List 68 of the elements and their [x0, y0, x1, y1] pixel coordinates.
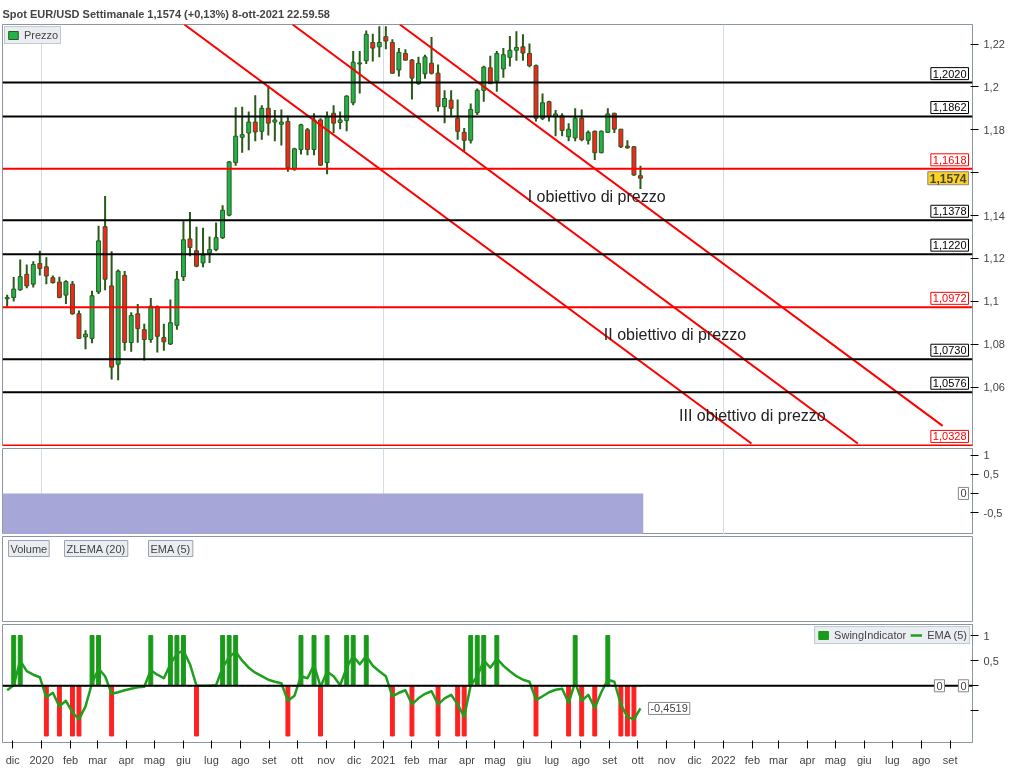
x-tick-label: feb [62, 753, 79, 766]
x-tick-label: giu [176, 753, 191, 766]
y-tick-label: 1,22 [983, 38, 1005, 51]
y-tick-label: 1,18 [983, 123, 1005, 136]
x-tick-label: mar [428, 753, 448, 766]
x-tick-label: apr [799, 753, 816, 766]
ref-line-label: 1,0972 [932, 292, 967, 305]
x-tick-label: set [942, 753, 958, 766]
x-tick-label: dic [5, 753, 21, 766]
text: EMA (5) [150, 542, 191, 555]
x-tick-label: mar [88, 753, 108, 766]
x-tick-label: ott [631, 753, 644, 766]
x-tick-label: giu [516, 753, 532, 766]
x-tick-label: set [261, 753, 277, 766]
y-tick-label: 0,5 [983, 468, 999, 481]
y-tick-label: 1,12 [983, 252, 1005, 265]
x-tick-label: feb [404, 753, 420, 766]
chart-title: Spot EUR/USD Settimanale 1,1574 (+0,13%) 8-ott-2021 22.59.58 [2, 7, 330, 20]
legend-label: SwingIndicator [834, 629, 907, 641]
x-tick-label: ago [571, 753, 590, 766]
x-tick-label: mag [824, 753, 847, 766]
ref-line-label: 1,0328 [932, 430, 967, 443]
x-tick-label: nov [317, 753, 336, 766]
y-tick-label: 1,08 [983, 338, 1005, 351]
x-tick-label: mag [143, 753, 166, 766]
y-tick-label: 1,14 [983, 209, 1005, 222]
y-tick-label: 1 [983, 629, 990, 642]
legend-label: Prezzo [24, 29, 59, 41]
y-tick-label: 1 [983, 449, 990, 462]
y-tick-label: -0,5 [983, 506, 1003, 519]
ref-line-label: 1,1378 [932, 205, 967, 218]
legend-label: EMA (5) [927, 629, 967, 641]
x-tick-label: feb [744, 753, 761, 766]
text: ZLEMA (20) [66, 542, 126, 555]
ref-line-label: 1,1220 [932, 239, 967, 252]
ref-line-label: 1,0576 [932, 377, 967, 390]
x-tick-label: apr [118, 753, 135, 766]
x-tick-label: mag [484, 753, 506, 766]
x-tick-label: 2021 [370, 753, 396, 766]
x-tick-label: ago [912, 753, 931, 766]
x-tick-label: 2022 [711, 753, 736, 766]
x-tick-label: nov [657, 753, 676, 766]
x-tick-label: ott [291, 753, 304, 766]
x-tick-label: ago [231, 753, 250, 766]
ref-line-label: 1,0730 [932, 344, 967, 357]
ref-line-label: 1,2020 [932, 67, 967, 80]
annotation: 0 [936, 679, 943, 692]
ref-line-label: 1,1862 [932, 101, 967, 114]
x-tick-label: set [602, 753, 618, 766]
y-tick-label: 0,5 [983, 654, 999, 667]
x-tick-label: mar [769, 753, 789, 766]
annotation: -0,4519 [650, 702, 688, 715]
x-tick-label: giu [856, 753, 872, 766]
annotation: 0 [960, 487, 967, 500]
annotation: 0 [960, 679, 967, 692]
text: Volume [10, 542, 48, 555]
x-tick-label: lug [544, 753, 560, 766]
y-tick-label: 1,06 [983, 381, 1005, 394]
y-tick-label: 1,2 [983, 80, 999, 93]
x-tick-label: dic [347, 753, 362, 766]
x-tick-label: lug [204, 753, 219, 766]
x-tick-label: 2020 [29, 753, 54, 766]
ref-line-label: 1,1618 [932, 153, 967, 166]
y-tick-label: 1,1 [983, 295, 999, 308]
x-tick-label: apr [459, 753, 476, 766]
x-tick-label: dic [687, 753, 703, 766]
annotation: 1,1574 [929, 171, 967, 186]
x-tick-label: lug [884, 753, 900, 766]
